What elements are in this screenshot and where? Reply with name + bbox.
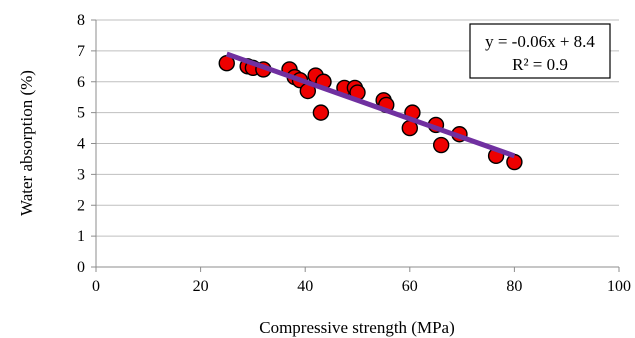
x-tick-label-20: 20 — [193, 278, 209, 295]
y-tick-label-6: 6 — [77, 74, 85, 91]
x-axis-title: Compressive strength (MPa) — [259, 318, 454, 337]
r-squared-label: R² = 0.9 — [512, 55, 568, 74]
equation-box-frame — [469, 23, 611, 79]
y-tick-label-7: 7 — [77, 43, 85, 60]
x-tick-labels: 0 20 40 60 80 100 — [92, 278, 631, 295]
y-tick-label-5: 5 — [77, 105, 85, 122]
y-tick-label-1: 1 — [77, 228, 85, 245]
y-tick-labels: 0 1 2 3 4 5 6 7 8 — [77, 12, 85, 276]
x-tick-label-40: 40 — [297, 278, 313, 295]
x-tick-label-60: 60 — [402, 278, 418, 295]
trendline — [225, 51, 516, 159]
data-point-11 — [312, 104, 330, 121]
equation-box: y = -0.06x + 8.4 R² = 0.9 — [469, 23, 611, 79]
trendline-equation: y = -0.06x + 8.4 — [485, 32, 595, 51]
x-tick-label-100: 100 — [607, 278, 631, 295]
x-tick-label-80: 80 — [506, 278, 522, 295]
y-tick-label-2: 2 — [77, 197, 85, 214]
y-tick-label-4: 4 — [77, 136, 85, 153]
y-tick-label-3: 3 — [77, 166, 85, 183]
y-tick-label-8: 8 — [77, 12, 85, 29]
data-point-20 — [432, 136, 450, 154]
y-tick-label-0: 0 — [77, 259, 85, 276]
axes — [91, 19, 620, 272]
y-axis-title: Water absorption (%) — [17, 70, 36, 216]
data-point-23 — [506, 153, 523, 171]
x-tick-label-0: 0 — [92, 278, 100, 295]
trendline-group — [225, 51, 516, 159]
